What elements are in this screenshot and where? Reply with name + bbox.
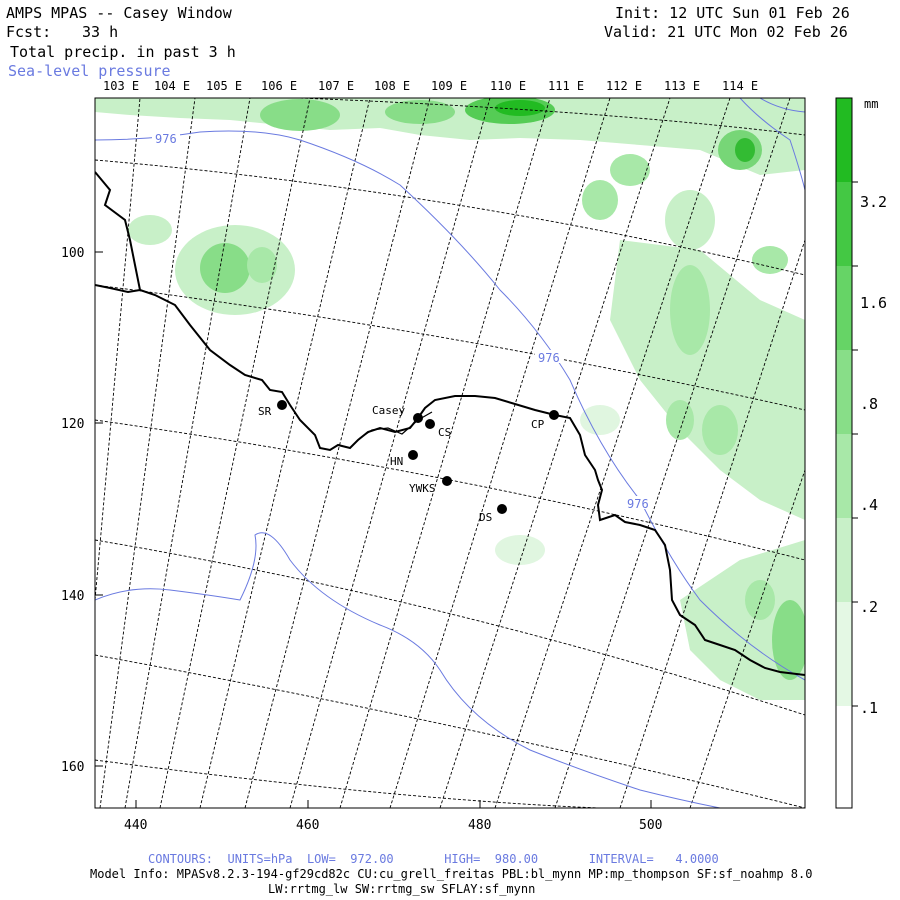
init-time: Init: 12 UTC Sun 01 Feb 26: [615, 4, 850, 22]
isobar-label: 976: [155, 132, 177, 146]
meridian-lines: [95, 98, 805, 808]
lon-label: 108 E: [374, 79, 410, 93]
legend-swatch: [836, 182, 852, 266]
legend-swatch: [836, 518, 852, 602]
field-name: Total precip. in past 3 h: [10, 43, 236, 61]
legend-unit: mm: [864, 97, 878, 111]
legend-level: .4: [860, 496, 878, 514]
y-tick-label: 160: [61, 760, 84, 775]
legend-level: .1: [860, 699, 878, 717]
x-tick-label: 440: [124, 818, 147, 833]
station-labels: SR Casey CS CP HN YWKS DS: [258, 404, 545, 524]
station-marker-sr: [277, 400, 287, 410]
legend-level: 1.6: [860, 294, 887, 312]
isobar-label: 976: [627, 497, 649, 511]
legend-swatch: [836, 350, 852, 434]
y-tick-labels: 100 120 140 160: [61, 246, 84, 775]
forecast-hours: 33 h: [82, 23, 119, 41]
lon-label: 114 E: [722, 79, 758, 93]
parallel-lines: [95, 98, 805, 808]
legend-swatch: [836, 602, 852, 706]
plot-frame: [94, 97, 806, 809]
legend-swatch: [836, 434, 852, 518]
isobar-label: 976: [538, 351, 560, 365]
legend-level: .2: [860, 598, 878, 616]
legend-level: .8: [860, 395, 878, 413]
legend-swatch: [836, 706, 852, 808]
contour-info: CONTOURS: UNITS=hPa LOW= 972.00 HIGH= 98…: [148, 852, 719, 866]
station-label-hn: HN: [390, 455, 403, 468]
lon-label: 110 E: [490, 79, 526, 93]
legend-level: 3.2: [860, 193, 887, 211]
lon-label: 113 E: [664, 79, 700, 93]
x-tick-label: 480: [468, 818, 491, 833]
overlay-name: Sea-level pressure: [8, 62, 171, 80]
station-label-ds: DS: [479, 511, 492, 524]
model-info-line-1: Model Info: MPASv8.2.3-194-gf29cd82c CU:…: [90, 867, 813, 881]
station-label-cp: CP: [531, 418, 545, 431]
precip-shading: [95, 98, 805, 700]
lon-label: 104 E: [154, 79, 190, 93]
model-info-line-2: LW:rrtmg_lw SW:rrtmg_sw SFLAY:sf_mynn: [268, 882, 536, 896]
precip-legend: mm 3.2 1.6 .8 .4 .2 .1: [835, 97, 887, 809]
lon-label: 112 E: [606, 79, 642, 93]
station-marker-casey: [413, 413, 423, 423]
station-label-ywks: YWKS: [409, 482, 436, 495]
lon-label: 109 E: [431, 79, 467, 93]
station-marker-ds: [497, 504, 507, 514]
legend-swatch: [836, 98, 852, 182]
x-tick-label: 500: [639, 818, 662, 833]
station-label-cs: CS: [438, 426, 451, 439]
y-tick-label: 120: [61, 417, 84, 432]
y-tick-label: 100: [61, 246, 84, 261]
x-tick-label: 460: [296, 818, 319, 833]
legend-frame: [835, 97, 853, 809]
y-tick-label: 140: [61, 589, 84, 604]
legend-swatch: [836, 266, 852, 350]
station-label-casey: Casey: [372, 404, 405, 417]
axis-ticks: [95, 251, 652, 808]
lon-label: 111 E: [548, 79, 584, 93]
forecast-label: Fcst:: [6, 23, 52, 41]
lon-label: 103 E: [103, 79, 139, 93]
station-marker-ywks: [442, 476, 452, 486]
plot-title: AMPS MPAS -- Casey Window: [6, 4, 232, 22]
lon-label: 107 E: [318, 79, 354, 93]
coastline: [95, 171, 805, 676]
isobar-labels: 976 976 976: [152, 132, 652, 511]
x-tick-labels: 440 460 480 500: [124, 818, 662, 833]
lon-label: 106 E: [261, 79, 297, 93]
top-longitude-labels: 103 E 104 E 105 E 106 E 107 E 108 E 109 …: [103, 79, 758, 93]
station-label-sr: SR: [258, 405, 272, 418]
valid-time: Valid: 21 UTC Mon 02 Feb 26: [604, 23, 848, 41]
station-marker-hn: [408, 450, 418, 460]
coastline-segment: [95, 284, 141, 294]
station-markers: [277, 400, 559, 514]
station-marker-cs: [425, 419, 435, 429]
station-marker-cp: [549, 410, 559, 420]
isobar-lines: [95, 98, 805, 808]
map-plot-area: 976 976 976 SR Casey CS CP HN YWKS DS: [95, 98, 805, 808]
lon-label: 105 E: [206, 79, 242, 93]
